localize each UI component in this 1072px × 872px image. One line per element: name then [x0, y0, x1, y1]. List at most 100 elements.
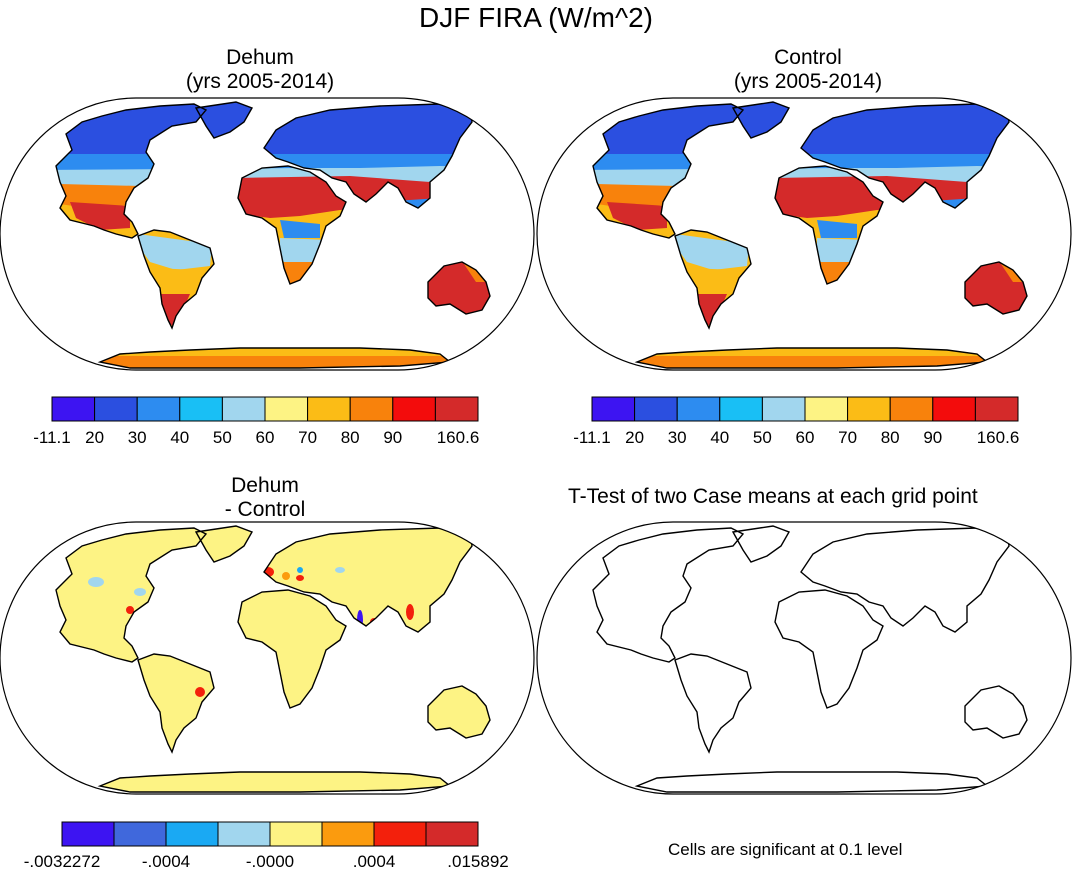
colorbar-tick-label: -.0032272 — [23, 852, 101, 871]
panel-title-line1: Dehum — [231, 474, 299, 497]
temperature-region — [687, 268, 737, 294]
colorbar-tick-label: .015892 — [447, 852, 509, 871]
temperature-region — [70, 202, 130, 230]
colorbar-diff-swatch — [425, 821, 479, 847]
coastline-australia — [964, 685, 1028, 739]
coastline-greenland — [731, 101, 791, 139]
colorbar-tick-label: 90 — [923, 428, 943, 447]
map-control — [536, 97, 1072, 371]
coastline-north-america — [55, 103, 208, 239]
coastline-europe-asia — [800, 103, 1010, 209]
colorbar-control-swatch — [761, 396, 806, 422]
coastline-antarctica — [97, 771, 452, 793]
map-ttest — [536, 521, 1072, 795]
colorbar-control-swatch — [719, 396, 763, 422]
coastline-greenland — [194, 525, 254, 563]
colorbar-tick-label: 80 — [340, 428, 360, 447]
coastline-greenland — [194, 101, 254, 139]
colorbar-tick-label: -.0000 — [245, 852, 295, 871]
colorbar-dehum-swatch — [221, 396, 266, 422]
difference-cell — [296, 575, 304, 581]
temperature-region — [817, 220, 857, 238]
coastline-south-america — [137, 229, 215, 330]
difference-cell — [297, 567, 303, 573]
colorbar-control-swatch — [634, 396, 678, 422]
colorbar-control-swatch — [676, 396, 721, 422]
colorbar-diff-swatch — [269, 821, 323, 847]
coastline-africa — [237, 589, 347, 709]
temperature-region — [138, 234, 212, 270]
colorbar-diff-swatch — [61, 821, 115, 847]
colorbar-diff-swatch — [321, 821, 375, 847]
colorbar-dehum-swatch — [136, 396, 181, 422]
colorbar-control-swatch — [847, 396, 891, 422]
temperature-region — [675, 234, 749, 270]
coastline-australia — [427, 261, 491, 315]
colorbar-tick-label: 80 — [880, 428, 900, 447]
colorbar-diff-swatch — [165, 821, 219, 847]
colorbar-tick-label: 70 — [838, 428, 858, 447]
coastline-europe-asia — [263, 527, 473, 633]
map-diff — [0, 521, 535, 795]
coastline-africa — [774, 165, 884, 285]
coastline-europe-asia — [800, 527, 1010, 633]
colorbar-tick-label: 30 — [127, 428, 147, 447]
figure-title: DJF FIRA (W/m^2) — [418, 2, 653, 33]
colorbar-tick-label: .0004 — [352, 852, 396, 871]
difference-cell — [195, 687, 205, 697]
coastline-antarctica — [634, 771, 989, 793]
coastline-north-america — [592, 527, 745, 663]
colorbar-dehum-swatch — [179, 396, 223, 422]
colorbar-dehum-swatch — [434, 396, 479, 422]
colorbar-tick-label: 50 — [212, 428, 232, 447]
panel-title-line2: (yrs 2005-2014) — [185, 70, 335, 93]
significance-note: Cells are significant at 0.1 level — [668, 840, 903, 859]
colorbar-tick-label: 60 — [255, 428, 275, 447]
coastline-europe-asia — [263, 103, 473, 209]
coastline-north-america — [55, 527, 208, 663]
colorbar-dehum-swatch — [264, 396, 309, 422]
colorbar-tick-label: 90 — [383, 428, 403, 447]
colorbar-diff — [61, 821, 479, 847]
colorbar-tick-label: 60 — [795, 428, 815, 447]
colorbar-dehum-swatch — [51, 396, 96, 422]
colorbar-diff-swatch — [373, 821, 427, 847]
panel-title-line2: (yrs 2005-2014) — [733, 70, 883, 93]
colorbar-tick-label: 50 — [752, 428, 772, 447]
coastline-south-america — [674, 653, 752, 754]
colorbar-tick-label: 160.6 — [976, 428, 1020, 447]
colorbar-control-swatch — [974, 396, 1019, 422]
difference-cell — [126, 606, 134, 614]
coastline-south-america — [674, 229, 752, 330]
colorbar-dehum-swatch — [94, 396, 138, 422]
coastline-antarctica — [634, 347, 989, 369]
colorbar-tick-label: 30 — [667, 428, 687, 447]
colorbar-diff-swatch — [113, 821, 167, 847]
panel-title-dehum: Dehum (yrs 2005-2014) — [130, 46, 390, 94]
map-dehum — [0, 97, 535, 371]
coastline-africa — [774, 589, 884, 709]
difference-cell — [406, 604, 414, 620]
colorbar-diff-swatch — [217, 821, 271, 847]
coastline-south-america — [137, 653, 215, 754]
panel-title-line1: Dehum — [226, 46, 294, 69]
colorbar-control-swatch — [804, 396, 849, 422]
temperature-region — [150, 268, 200, 294]
colorbar-control — [591, 396, 1019, 422]
colorbar-tick-label: 40 — [170, 428, 190, 447]
colorbar-tick-label: 40 — [710, 428, 730, 447]
colorbar-dehum — [51, 396, 479, 422]
coastline-north-america — [592, 103, 745, 239]
colorbar-tick-label: -11.1 — [33, 428, 71, 447]
difference-cell — [282, 572, 290, 580]
colorbar-tick-label: 20 — [625, 428, 645, 447]
coastline-australia — [427, 685, 491, 739]
panel-title-line1: Control — [774, 46, 842, 69]
colorbar-dehum-swatch — [349, 396, 394, 422]
coastline-australia — [964, 261, 1028, 315]
colorbar-tick-label: 20 — [85, 428, 105, 447]
colorbar-tick-label: -.0004 — [141, 852, 191, 871]
colorbar-tick-label: 160.6 — [436, 428, 480, 447]
panel-title-ttest: T-Test of two Case means at each grid po… — [568, 485, 978, 508]
panel-title-diff: Dehum - Control — [135, 474, 395, 522]
